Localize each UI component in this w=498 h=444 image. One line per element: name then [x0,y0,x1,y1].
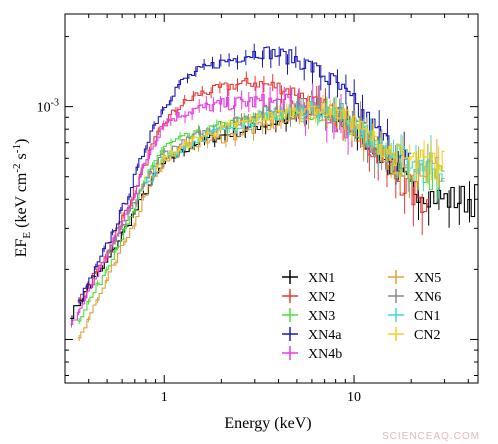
legend-item-cn2: CN2 [388,327,440,343]
legend-label: XN4b [308,347,342,362]
plot-frame [64,13,479,384]
svg-text:EFE (keV cm-2 s-1): EFE (keV cm-2 s-1) [11,139,33,258]
legend-item-cn1: CN1 [388,308,440,324]
series-xn5-error-bars [78,95,438,341]
y-axis-label-sub: E [21,232,33,239]
y-axis-label-units: (keV cm [13,172,30,232]
y-axis-label-main: EF [13,239,30,258]
x-tick-label: 10 [347,390,361,405]
legend-label: XN1 [308,271,335,286]
legend-item-xn5: XN5 [388,270,441,286]
series-xn5 [77,95,445,341]
y-axis-label-end: ) [13,139,30,144]
series-xn3-error-bars [78,96,438,325]
series-cn2-line [155,101,445,180]
legend-item-xn4b: XN4b [282,346,342,362]
legend-label: CN1 [414,309,440,324]
legend-label: XN6 [414,290,441,305]
series-xn4a [77,43,412,304]
series-xn1-error-bars [71,98,470,322]
series-xn5-line [77,105,445,339]
series-cn2 [155,94,445,188]
legend-item-xn1: XN1 [282,270,335,286]
y-axis-label-exp1: -2 [11,163,23,172]
y-tick-label: 10-3 [37,98,59,116]
series-xn3-line [77,105,445,322]
series-xn4a-line [77,46,412,301]
tick-layer: 1 10 10-3 [37,14,478,405]
legend-item-xn6: XN6 [388,289,441,305]
watermark: SCIENCEAQ.COM [381,431,480,442]
legend-label: XN2 [308,290,335,305]
legend-label: CN2 [414,328,440,343]
legend-label: XN5 [414,271,441,286]
legend-item-xn3: XN3 [282,308,335,324]
y-axis-label-mid: s [13,153,30,163]
series-xn1 [70,98,478,322]
legend-item-xn4a: XN4a [282,327,342,343]
legend-label: XN3 [308,309,335,324]
legend: XN1 XN2 XN3 XN4a XN4b XN5 XN6 CN1 CN2 [282,270,441,362]
y-axis-label: EFE (keV cm-2 s-1) [11,139,33,258]
legend-item-xn2: XN2 [282,289,335,305]
series-cn2-error-bars [156,94,440,188]
y-axis-label-exp2: -1 [11,144,23,153]
x-tick-label: 1 [161,390,168,405]
series-xn3 [77,96,445,325]
series-xn1-line [70,106,478,319]
legend-label: XN4a [308,328,342,343]
series-layer [70,43,478,341]
x-axis-label: Energy (keV) [224,415,311,432]
